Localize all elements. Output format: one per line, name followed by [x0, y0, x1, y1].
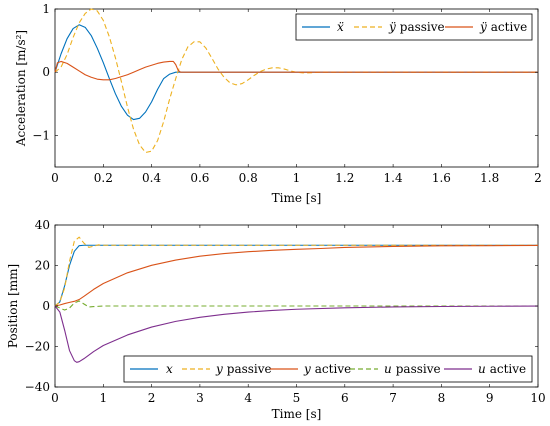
series-line-position-1 [54, 236, 538, 307]
legend-label-u-passive: u passive [384, 362, 441, 376]
y-tick-label: 1 [42, 2, 50, 16]
legend-label-yddot-passive: ÿ passive [388, 20, 445, 34]
y-axis-label-acceleration: Acceleration [m/s²] [14, 30, 28, 147]
legend-position: x y passive y active u passive u active [123, 355, 533, 383]
x-tick-label: 9 [486, 391, 494, 405]
legend-label-y-active: y active [303, 362, 351, 376]
legend-label-x: x [166, 362, 173, 376]
y-tick-label: 40 [35, 218, 50, 232]
x-tick-label: 0.2 [94, 171, 113, 185]
series-line-acceleration-1 [54, 8, 538, 154]
chart-acceleration: 0 0.2 0.4 0.6 0.8 1 1.2 1.4 1.6 1.8 2 −1 0 1 Time [s]… [14, 2, 542, 205]
ticks-position: 0 1 2 3 4 5 6 7 8 9 10 −40 −20 0 20 40 [25, 218, 546, 405]
x-tick-label: 4 [244, 391, 252, 405]
x-tick-label: 0.8 [239, 171, 258, 185]
series-line-acceleration-2 [54, 60, 538, 81]
x-axis-label-position: Time [s] [272, 407, 322, 421]
y-tick-label: −40 [25, 380, 50, 394]
x-tick-label: 0.6 [190, 171, 209, 185]
x-tick-label: 0.4 [142, 171, 161, 185]
x-tick-label: 0 [51, 171, 59, 185]
y-tick-label: −1 [32, 128, 50, 142]
series-line-position-3 [54, 300, 538, 311]
x-tick-label: 1 [99, 391, 107, 405]
y-axis-label-position: Position [mm] [6, 264, 20, 348]
x-tick-label: 1.2 [335, 171, 354, 185]
x-tick-label: 1.8 [480, 171, 499, 185]
x-tick-label: 0 [51, 391, 59, 405]
x-tick-label: 10 [530, 391, 545, 405]
x-tick-label: 1.6 [432, 171, 451, 185]
x-axis-label-acceleration: Time [s] [272, 191, 322, 205]
legend-label-xddot: ẍ [337, 20, 344, 34]
legend-label-yddot-active: ÿ active [479, 20, 527, 34]
ticks-acceleration: 0 0.2 0.4 0.6 0.8 1 1.2 1.4 1.6 1.8 2 −1 0 1 [32, 2, 542, 185]
x-tick-label: 6 [341, 391, 349, 405]
x-tick-label: 2 [534, 171, 542, 185]
x-tick-label: 7 [389, 391, 397, 405]
legend-label-u-active: u active [478, 362, 526, 376]
legend-label-y-passive: y passive [215, 362, 272, 376]
y-tick-label: 20 [35, 259, 50, 273]
x-tick-label: 1 [293, 171, 301, 185]
series-layer-acceleration [54, 8, 538, 154]
x-tick-label: 2 [148, 391, 156, 405]
x-tick-label: 1.4 [384, 171, 403, 185]
x-tick-label: 3 [196, 391, 204, 405]
legend-box-acceleration [295, 13, 533, 41]
chart-position: 0 1 2 3 4 5 6 7 8 9 10 −40 −20 0 20 40 Time [s] Positio… [6, 218, 546, 421]
series-line-position-0 [54, 244, 538, 307]
y-tick-label: 0 [42, 299, 50, 313]
series-layer-position [54, 236, 539, 363]
y-tick-label: −20 [25, 340, 50, 354]
legend-acceleration: ẍ ÿ passive ÿ active [295, 13, 533, 41]
x-tick-label: 5 [293, 391, 301, 405]
x-tick-label: 8 [438, 391, 446, 405]
y-tick-label: 0 [42, 65, 50, 79]
series-line-position-4 [54, 305, 539, 363]
series-line-position-2 [54, 244, 539, 307]
